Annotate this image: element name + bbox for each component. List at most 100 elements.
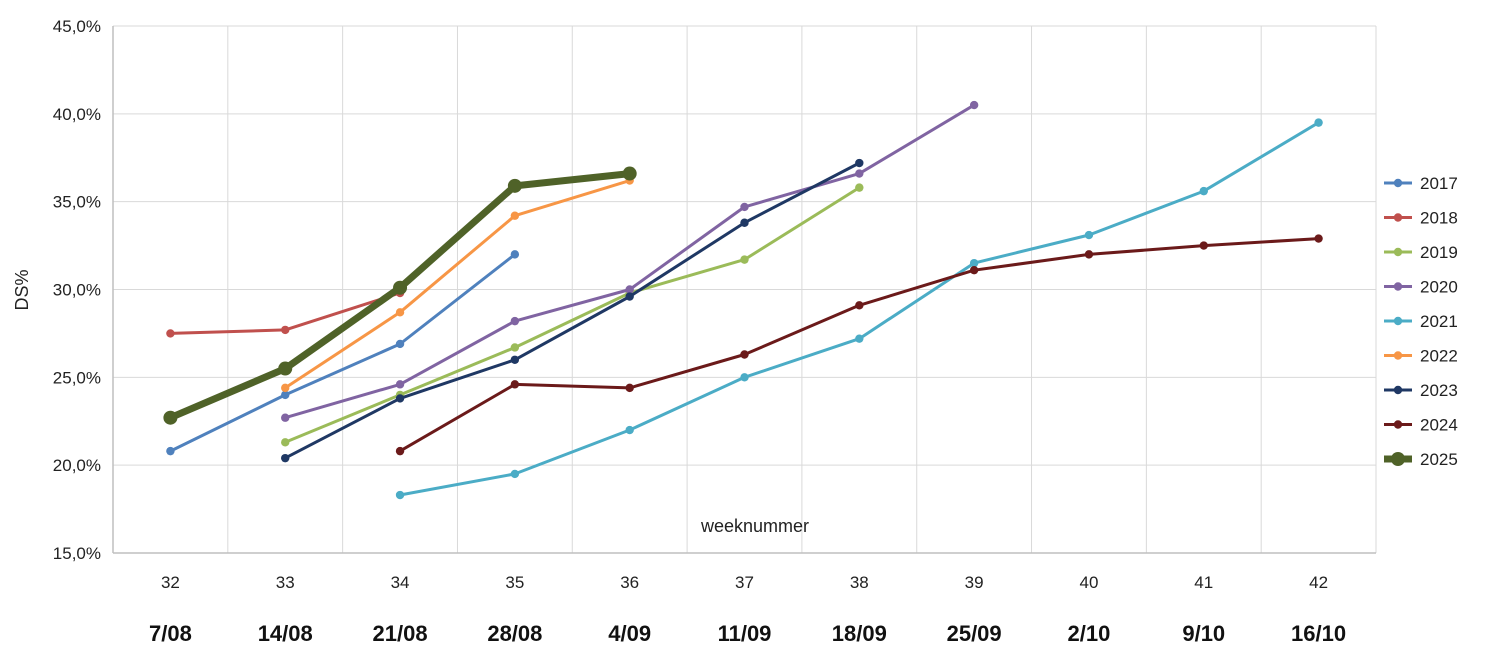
legend-item-2021: 2021 [1384, 312, 1458, 331]
data-point [740, 218, 749, 227]
data-point [1314, 234, 1323, 243]
data-point [278, 361, 293, 376]
data-point [740, 373, 749, 382]
data-point [855, 183, 864, 192]
data-point [395, 339, 405, 349]
data-point [166, 446, 175, 456]
legend-label: 2021 [1420, 312, 1458, 331]
y-tick-label: 25,0% [53, 368, 101, 387]
data-point [395, 490, 405, 500]
legend-item-2023: 2023 [1384, 381, 1458, 400]
data-point [281, 325, 290, 335]
series-line-2024 [398, 237, 1321, 453]
data-point [395, 394, 405, 403]
data-point [510, 469, 520, 479]
legend-label: 2022 [1420, 347, 1458, 366]
y-tick-labels: 15,0% 20,0% 25,0% 30,0% 35,0% 40,0% 45,0% [53, 17, 101, 563]
x-tick-label: 37 [735, 573, 754, 592]
data-point [625, 285, 634, 294]
x-date-label: 14/08 [258, 621, 313, 646]
x-tick-label: 39 [965, 573, 984, 592]
data-point [281, 383, 290, 393]
legend-swatch-marker [1393, 385, 1403, 395]
x-date-label: 16/10 [1291, 621, 1346, 646]
y-tick-label: 15,0% [53, 544, 101, 563]
data-point [1084, 230, 1094, 240]
data-point [969, 265, 979, 275]
legend-label: 2023 [1420, 381, 1458, 400]
series-2020 [281, 100, 979, 422]
legend-label: 2017 [1420, 174, 1458, 193]
data-point [622, 166, 637, 181]
data-point [510, 316, 520, 326]
data-point [281, 413, 290, 422]
data-point [625, 383, 634, 393]
legend-swatch-marker [1393, 420, 1403, 429]
y-tick-label: 30,0% [53, 281, 101, 300]
legend-item-2022: 2022 [1384, 347, 1458, 366]
legend-item-2017: 2017 [1384, 174, 1458, 193]
data-point [395, 380, 405, 389]
data-point [163, 410, 178, 425]
data-point [855, 301, 864, 310]
x-tick-label: 36 [620, 573, 639, 592]
x-date-label: 28/08 [487, 621, 542, 646]
legend-label: 2020 [1420, 278, 1458, 297]
data-point [510, 355, 520, 364]
series-lines [163, 100, 1323, 500]
x-tick-label: 35 [505, 573, 524, 592]
x-date-label: 2/10 [1068, 621, 1111, 646]
data-point [1199, 186, 1208, 196]
axes [112, 26, 1376, 554]
legend-item-2018: 2018 [1384, 209, 1458, 228]
data-point [393, 280, 408, 295]
x-tick-label: 34 [391, 573, 410, 592]
legend-swatch-marker [1393, 247, 1403, 257]
x-date-label: 7/08 [149, 621, 192, 646]
y-axis-title: DS% [12, 269, 32, 310]
series-2025 [163, 166, 637, 425]
gridlines [112, 25, 1377, 554]
series-2023 [281, 158, 864, 463]
x-tick-label: 42 [1309, 573, 1328, 592]
x-date-label: 25/09 [947, 621, 1002, 646]
legend-swatch-marker [1391, 452, 1405, 466]
series-line-2017 [168, 252, 517, 453]
x-date-label: 11/09 [718, 621, 772, 646]
data-point [625, 425, 634, 435]
series-2024 [395, 234, 1323, 456]
data-point [740, 202, 749, 212]
legend-swatch-marker [1393, 178, 1403, 188]
data-point [166, 329, 175, 338]
y-tick-label: 45,0% [53, 17, 101, 36]
series-line-2019 [283, 186, 861, 444]
legend: 2017 2018 2019 2020 2021 2022 2023 2024 2025 [1384, 174, 1458, 469]
legend-item-2020: 2020 [1384, 278, 1458, 297]
data-point [1084, 250, 1094, 259]
data-point [510, 343, 520, 352]
legend-label: 2018 [1420, 209, 1458, 228]
data-point [510, 250, 520, 259]
x-tick-label: 32 [161, 573, 180, 592]
legend-swatch-marker [1393, 351, 1403, 360]
data-point [740, 350, 749, 359]
x-tick-labels: 32 33 34 35 36 37 38 39 40 41 42 [161, 573, 1328, 592]
data-point [855, 158, 864, 168]
x-date-labels: 7/08 14/08 21/08 28/08 4/09 11/09 18/09 25/09 2/… [149, 621, 1346, 646]
legend-swatch-marker [1393, 282, 1403, 291]
y-tick-label: 40,0% [53, 105, 101, 124]
data-point [855, 334, 864, 343]
series-2017 [166, 250, 520, 456]
legend-label: 2024 [1420, 416, 1458, 435]
data-point [281, 390, 290, 400]
x-tick-label: 40 [1079, 573, 1098, 592]
data-point [740, 255, 749, 264]
x-axis-title: weeknummer [700, 516, 809, 536]
legend-item-2019: 2019 [1384, 243, 1458, 262]
series-line-2020 [283, 103, 976, 420]
data-point [1314, 118, 1323, 127]
legend-swatch-marker [1393, 213, 1403, 222]
y-tick-label: 35,0% [53, 193, 101, 212]
legend-item-2025: 2025 [1384, 450, 1458, 469]
